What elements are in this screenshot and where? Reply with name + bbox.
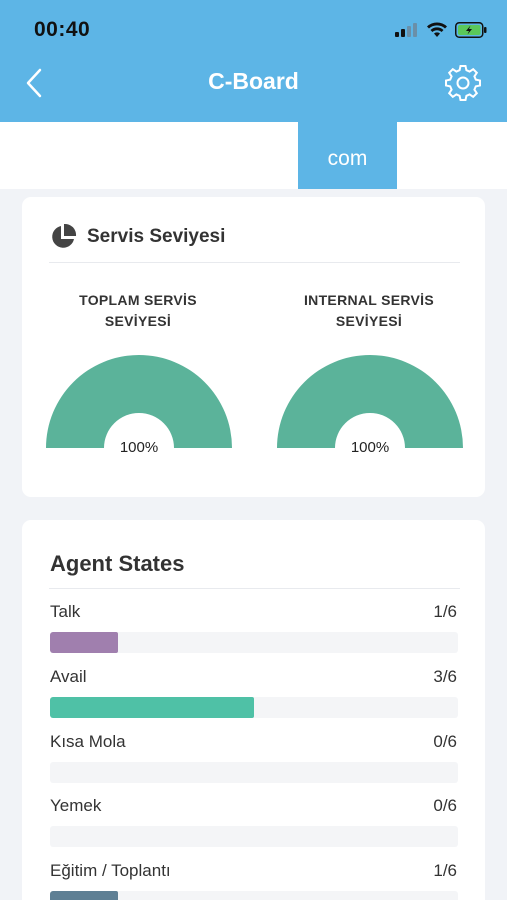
gauge-label-total: TOPLAM SERVİS SEVİYESİ [38, 290, 238, 332]
state-count-avail: 3/6 [433, 667, 457, 686]
gauge-label-internal: INTERNAL SERVİS SEVİYESİ [269, 290, 469, 332]
service-level-card: Servis Seviyesi TOPLAM SERVİS SEVİYESİ 1… [22, 197, 485, 497]
state-bar-meal [50, 826, 458, 847]
state-count-training: 1/6 [433, 861, 457, 880]
agent-states-card: Agent States Talk 1/6 Avail 3/6 Kısa Mol… [22, 520, 485, 900]
state-bar-talk [50, 632, 458, 653]
gear-icon [445, 65, 481, 101]
agent-states-title: Agent States [50, 551, 185, 576]
state-label-talk: Talk [50, 602, 81, 621]
state-bar-fill-training [50, 891, 118, 900]
wifi-icon [427, 22, 447, 37]
gauge-total-value: 100% [119, 439, 159, 456]
card-divider [49, 262, 460, 263]
gauge-internal-value: 100% [350, 439, 390, 456]
state-label-meal: Yemek [50, 796, 102, 815]
tab-strip: com [0, 122, 507, 189]
gauge-label-total-line2: SEVİYESİ [104, 313, 172, 329]
state-bar-fill-talk [50, 632, 118, 653]
state-count-short-break: 0/6 [433, 732, 457, 751]
status-time: 00:40 [34, 18, 91, 41]
nav-bar: C-Board [0, 56, 507, 122]
state-count-talk: 1/6 [433, 602, 457, 621]
service-level-title: Servis Seviyesi [87, 226, 226, 247]
gauge-internal-arc [277, 355, 463, 448]
tab-com[interactable]: com [298, 122, 397, 189]
status-icons [395, 22, 487, 38]
state-bar-short-break [50, 762, 458, 783]
state-bar-training [50, 891, 458, 900]
state-label-training: Eğitim / Toplantı [50, 861, 171, 880]
pie-chart-icon [52, 223, 77, 248]
gauge-internal [277, 355, 463, 448]
state-label-short-break: Kısa Mola [50, 732, 126, 751]
settings-button[interactable] [445, 65, 481, 101]
battery-charging-icon [455, 22, 487, 38]
status-bar: 00:40 [0, 0, 507, 56]
cellular-signal-icon [395, 23, 417, 37]
card-divider [49, 588, 460, 589]
gauge-total [46, 355, 232, 448]
state-bar-fill-avail [50, 697, 254, 718]
page-title: C-Board [208, 68, 299, 94]
chevron-left-icon [26, 68, 42, 98]
state-label-avail: Avail [50, 667, 87, 686]
gauge-total-arc [46, 355, 232, 448]
gauge-label-internal-line1: INTERNAL SERVİS [303, 292, 434, 308]
gauge-label-internal-line2: SEVİYESİ [335, 313, 403, 329]
back-button[interactable] [22, 66, 52, 100]
state-bar-avail [50, 697, 458, 718]
gauge-label-total-line1: TOPLAM SERVİS [79, 292, 197, 308]
state-count-meal: 0/6 [433, 796, 457, 815]
service-level-header: Servis Seviyesi [49, 223, 225, 251]
